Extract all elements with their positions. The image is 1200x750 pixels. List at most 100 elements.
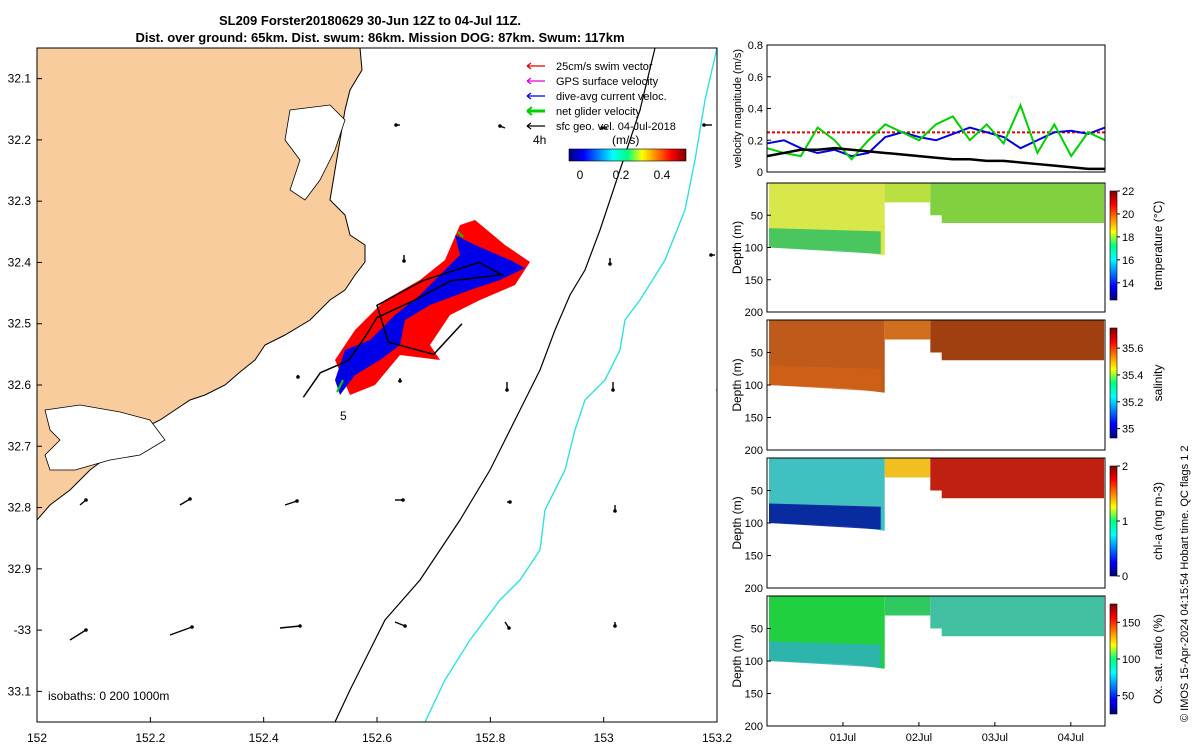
net-glider-velocity-end: [457, 231, 464, 238]
oxygen-section-part: [930, 596, 1104, 637]
map-y-tick-label: 32.1: [8, 72, 32, 86]
velocity-y-tick-label: 0: [757, 167, 763, 179]
svg-text:25cm/s swim vector: 25cm/s swim vector: [556, 61, 653, 73]
temperature-deep-layer: [769, 228, 881, 254]
geo-arrow-head: [394, 123, 398, 127]
velocity-panel: 0 0.2 0.4 0.6 0.8 velocity magnitude (m/s): [732, 40, 1106, 179]
temperature-colorbar-tick-label: 14: [1122, 278, 1134, 290]
map-y-tick-label: 32.7: [8, 439, 32, 453]
geo-arrow-head: [188, 497, 192, 501]
chla-colorbar: [1109, 465, 1118, 577]
velocity-series-line: [766, 102, 1106, 161]
chla-colorbar-label: chl-a (mg m-3): [1151, 482, 1165, 560]
geo-arrow: [69, 629, 87, 641]
oxygen-colorbar-tick-label: 50: [1122, 691, 1134, 703]
geo-arrow-head: [608, 262, 612, 266]
map-x-tick-label: 153: [594, 731, 614, 745]
isobath-200m: [334, 48, 656, 722]
chla-colorbar-tick-label: 0: [1122, 571, 1128, 583]
map-x-tick-label: 153.2: [702, 731, 732, 745]
chla-y-tick-label: 100: [745, 518, 763, 530]
salinity-deep-layer: [769, 365, 881, 392]
map-y-tick-label: 32.3: [8, 194, 32, 208]
temperature-y-tick-label: 200: [745, 307, 763, 319]
geo-arrow-head: [401, 498, 405, 502]
velocity-y-tick-label: 0.4: [748, 104, 763, 116]
svg-text:net glider velocity: net glider velocity: [556, 106, 641, 118]
velocity-y-tick-label: 0.6: [748, 72, 763, 84]
chla-section-part: [884, 458, 931, 478]
oxygen-y-label: Depth (m): [730, 634, 744, 687]
salinity-y-tick-label: 150: [745, 413, 763, 425]
legend-swim-vector: 25cm/s swim vector: [526, 61, 653, 73]
geo-arrow-head: [190, 625, 194, 629]
temperature-panel: 50 100 150 200 Depth (m) 14 16 18 20 22 temperatur…: [730, 182, 1165, 319]
temperature-colorbar-tick-label: 22: [1122, 186, 1134, 198]
oxygen-colorbar-label: Ox. sat. ratio (%): [1151, 614, 1165, 704]
map-x-tick-label: 152.8: [475, 731, 505, 745]
map-x-tick-label: 152: [27, 731, 47, 745]
geo-arrow-head: [505, 388, 509, 392]
isobath-1000m: [424, 48, 717, 722]
time-tick-label: 04Jul: [1058, 732, 1084, 744]
salinity-y-tick-label: 200: [745, 445, 763, 457]
geo-arrow-head: [84, 498, 88, 502]
glider-track: [302, 261, 505, 398]
map-y-tick-label: 32.2: [8, 133, 32, 147]
chart-title-line1: SL209 Forster20180629 30-Jun 12Z to 04-J…: [218, 13, 522, 28]
geo-arrow: [279, 625, 301, 629]
salinity-y-tick-label: 100: [745, 380, 763, 392]
map-y-ticks: 32.1 32.2 32.3 32.4 32.5 32.6 32.7 32.8 32.9 -33 3…: [8, 72, 42, 698]
map-y-tick-label: 33.1: [8, 684, 32, 698]
temperature-colorbar-tick-label: 20: [1122, 209, 1134, 221]
map-panel: 152 152.2 152.4 152.6 152.8 153 153.2 32.1 32.2…: [8, 47, 732, 745]
oxygen-deep-layer: [769, 641, 881, 668]
geo-arrow: [284, 500, 298, 506]
chla-deep-layer: [769, 503, 881, 530]
temperature-colorbar-tick-label: 16: [1122, 255, 1134, 267]
chla-y-tick-label: 50: [751, 486, 763, 498]
map-colorbar-tick-0: 0: [577, 168, 584, 182]
map-y-tick-label: 32.9: [8, 562, 32, 576]
map-y-tick-label: 32.5: [8, 317, 32, 331]
geo-arrow-head: [709, 253, 713, 257]
oxygen-section-part: [884, 596, 931, 616]
map-y-tick-label: 32.6: [8, 378, 32, 392]
velocity-series-line: [766, 146, 1105, 171]
temperature-colorbar-tick-label: 18: [1122, 232, 1134, 244]
geo-arrow: [179, 498, 191, 506]
geo-arrow-head: [296, 375, 300, 379]
salinity-y-tick-label: 50: [751, 348, 763, 360]
geo-arrow-head: [84, 628, 88, 632]
dive-avg-currents: [335, 235, 525, 395]
map-colorbar-tick-2: 0.4: [654, 168, 671, 182]
chla-y-tick-label: 150: [745, 551, 763, 563]
colorbar-units: (m/s): [612, 133, 639, 147]
map-y-tick-label: -33: [14, 623, 32, 637]
svg-text:dive-avg current veloc.: dive-avg current veloc.: [556, 91, 667, 103]
chla-y-tick-label: 200: [745, 583, 763, 595]
map-colorbar: [568, 148, 687, 162]
geo-arrow-head: [402, 259, 406, 263]
map-y-tick-label: 32.4: [8, 255, 32, 269]
salinity-colorbar-tick-label: 35.4: [1122, 370, 1143, 382]
map-x-tick-label: 152.6: [362, 731, 392, 745]
colorbar-note: 4h: [533, 133, 546, 147]
map-x-ticks: 152 152.2 152.4 152.6 152.8 153 153.2: [27, 717, 732, 745]
oxygen-colorbar-tick-label: 150: [1122, 617, 1140, 629]
oxygen-panel: 50 100 150 200 Depth (m) 50 100 150 Ox. sat. rat…: [730, 595, 1165, 744]
map-colorbar-tick-1: 0.2: [613, 168, 630, 182]
legend-sfc-geo: sfc geo. vel. 04-Jul-2018: [526, 121, 676, 133]
velocity-y-tick-label: 0.2: [748, 135, 763, 147]
temperature-section-part: [884, 183, 931, 203]
geo-arrow-head: [508, 500, 512, 504]
geo-arrow-head: [613, 624, 617, 628]
oxygen-colorbar: [1109, 603, 1118, 715]
velocity-y-tick-label: 0.8: [748, 40, 763, 52]
temperature-y-label: Depth (m): [730, 221, 744, 274]
oxygen-y-tick-label: 100: [745, 656, 763, 668]
salinity-colorbar-tick-label: 35.6: [1122, 343, 1143, 355]
geo-arrow-head: [611, 388, 615, 392]
geo-arrow-head: [498, 124, 502, 128]
